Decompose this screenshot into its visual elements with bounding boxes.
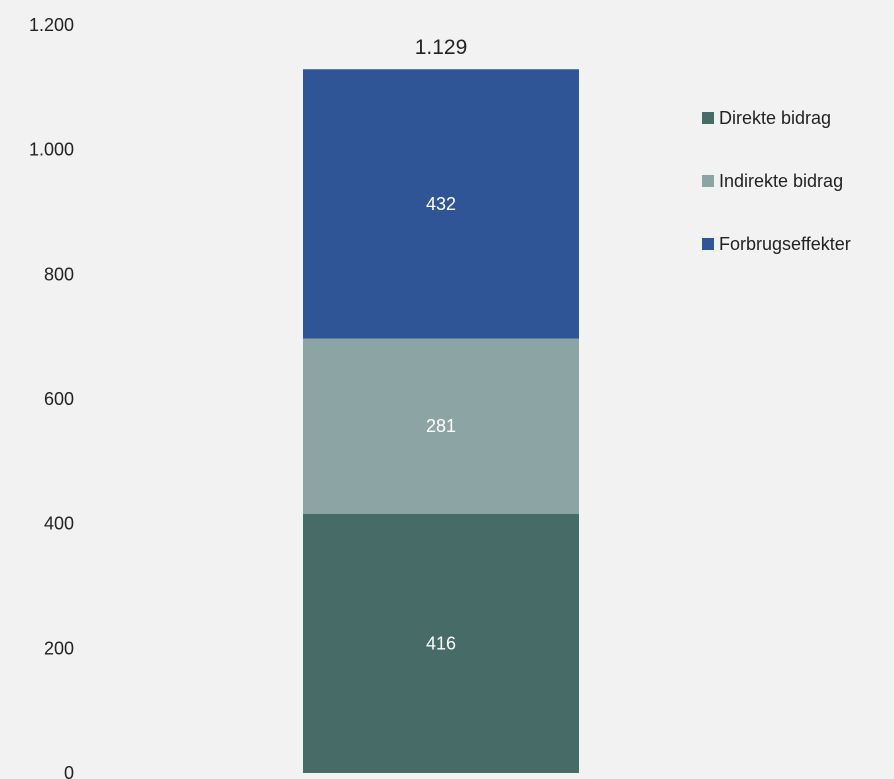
bar-labels: 416 281 432 1.129 bbox=[415, 36, 468, 654]
legend-swatch bbox=[702, 112, 714, 124]
legend-label: Direkte bidrag bbox=[719, 108, 831, 128]
bar-segment-indirekte-bidrag bbox=[303, 338, 579, 514]
legend-label: Forbrugseffekter bbox=[719, 234, 851, 254]
data-label: 432 bbox=[426, 194, 456, 214]
legend-label: Indirekte bidrag bbox=[719, 171, 843, 191]
y-tick-label: 1.200 bbox=[29, 15, 74, 35]
y-tick-label: 800 bbox=[44, 264, 74, 284]
y-tick-label: 1.000 bbox=[29, 140, 74, 160]
legend: Direkte bidrag Indirekte bidrag Forbrugsef… bbox=[702, 108, 851, 254]
legend-item: Direkte bidrag bbox=[702, 108, 831, 128]
legend-item: Indirekte bidrag bbox=[702, 171, 843, 191]
y-tick-label: 0 bbox=[64, 763, 74, 779]
y-axis: 0 200 400 600 800 1.000 1.200 bbox=[29, 15, 74, 779]
y-tick-label: 200 bbox=[44, 638, 74, 658]
data-label: 416 bbox=[426, 633, 456, 653]
y-tick-label: 600 bbox=[44, 389, 74, 409]
legend-swatch bbox=[702, 175, 714, 187]
total-label: 1.129 bbox=[415, 36, 468, 59]
bar-segment-forbrugseffekter bbox=[303, 69, 579, 339]
y-tick-label: 400 bbox=[44, 514, 74, 534]
data-label: 281 bbox=[426, 416, 456, 436]
legend-item: Forbrugseffekter bbox=[702, 234, 851, 254]
bar-segment-direkte-bidrag bbox=[303, 513, 579, 773]
bar-stack bbox=[303, 69, 579, 773]
legend-swatch bbox=[702, 238, 714, 250]
